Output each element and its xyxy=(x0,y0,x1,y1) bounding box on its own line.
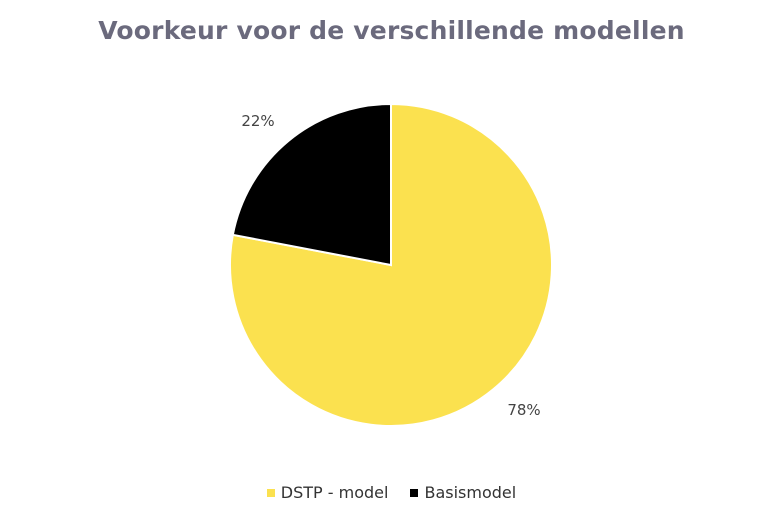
legend-swatch-dstp-model xyxy=(266,488,275,497)
pie-slice-basismodel xyxy=(231,102,392,267)
legend-swatch-basismodel xyxy=(410,488,419,497)
chart-legend: DSTP - model Basismodel xyxy=(0,483,783,502)
legend-item-dstp-model: DSTP - model xyxy=(266,483,389,502)
legend-label-basismodel: Basismodel xyxy=(424,483,517,502)
data-label-basismodel: 22% xyxy=(241,112,274,130)
legend-label-dstp-model: DSTP - model xyxy=(280,483,389,502)
pie-slice-dstp-model xyxy=(229,102,553,427)
chart-title: Voorkeur voor de verschillende modellen xyxy=(98,16,685,45)
legend-item-basismodel: Basismodel xyxy=(410,483,516,502)
data-label-dstp-model: 78% xyxy=(507,401,540,419)
